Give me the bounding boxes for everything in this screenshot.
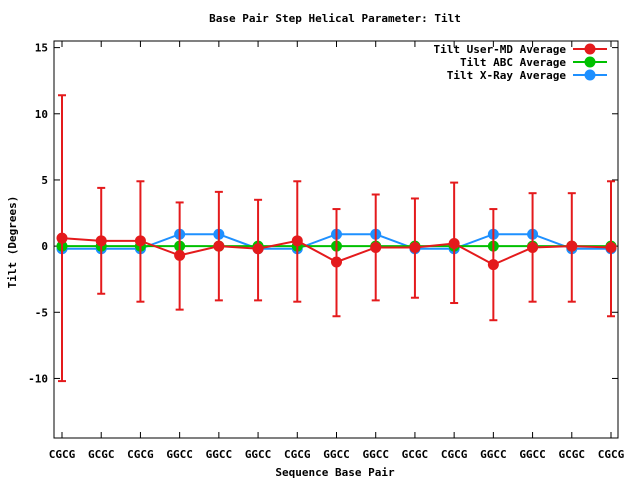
data-point bbox=[370, 241, 382, 253]
data-point bbox=[252, 243, 264, 255]
x-tick-label: CGCG bbox=[598, 448, 625, 461]
y-tick-label: 10 bbox=[35, 108, 48, 121]
data-point bbox=[605, 241, 617, 253]
data-point bbox=[174, 249, 186, 261]
x-tick-label: GCGC bbox=[559, 448, 586, 461]
x-tick-label: GCGC bbox=[402, 448, 429, 461]
x-tick-label: GCGC bbox=[88, 448, 115, 461]
y-tick-label: -10 bbox=[28, 372, 48, 385]
data-point bbox=[213, 240, 225, 252]
y-tick-label: 0 bbox=[41, 240, 48, 253]
series-layer bbox=[56, 94, 617, 383]
x-tick-label: CGCG bbox=[49, 448, 76, 461]
data-point bbox=[487, 259, 499, 271]
legend-marker bbox=[584, 56, 596, 68]
axes: 15 10 5 0 -5 -10 CGCG GCGC CGCG GGCC GGCC GGCC CGCG G… bbox=[28, 41, 625, 461]
x-tick-label: GGCC bbox=[245, 448, 272, 461]
data-point bbox=[331, 256, 342, 268]
x-tick-label: CGCG bbox=[127, 448, 154, 461]
data-point bbox=[95, 235, 107, 247]
x-tick-label: GGCC bbox=[166, 448, 193, 461]
chart-title: Base Pair Step Helical Parameter: Tilt bbox=[209, 12, 461, 25]
data-point bbox=[56, 232, 68, 244]
x-tick-label: GGCC bbox=[206, 448, 233, 461]
legend-label: Tilt X-Ray Average bbox=[447, 69, 567, 82]
legend-label: Tilt ABC Average bbox=[460, 56, 566, 69]
data-point bbox=[291, 235, 303, 247]
data-point bbox=[527, 241, 539, 253]
x-axis-label: Sequence Base Pair bbox=[275, 466, 395, 479]
x-tick-label: GGCC bbox=[362, 448, 389, 461]
y-tick-label: 5 bbox=[41, 174, 48, 187]
y-axis-label: Tilt (Degrees) bbox=[6, 196, 19, 289]
legend-label: Tilt User-MD Average bbox=[434, 43, 567, 56]
series-0 bbox=[56, 94, 617, 383]
x-tick-label: CGCG bbox=[441, 448, 468, 461]
data-point bbox=[134, 235, 146, 247]
data-point bbox=[409, 241, 421, 253]
y-tick-label: -5 bbox=[35, 306, 48, 319]
x-tick-label: GGCC bbox=[323, 448, 350, 461]
y-tick-label: 15 bbox=[35, 42, 48, 55]
data-point bbox=[448, 237, 460, 249]
x-tick-label: CGCG bbox=[284, 448, 311, 461]
legend-marker bbox=[584, 69, 596, 81]
legend-marker bbox=[584, 43, 596, 55]
data-point bbox=[566, 240, 578, 252]
x-tick-label: GGCC bbox=[480, 448, 507, 461]
x-tick-label: GGCC bbox=[519, 448, 546, 461]
